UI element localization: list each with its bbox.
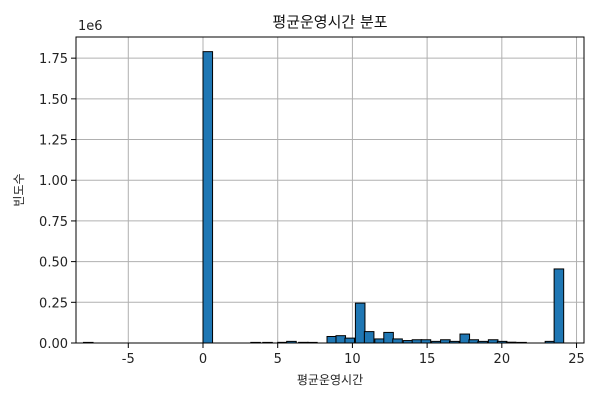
bars-group (82, 51, 565, 344)
histogram-bar (383, 331, 394, 344)
x-axis-ticks: -5 0 5 10 15 20 25 (122, 343, 585, 367)
y-tick-label: 0.75 (39, 215, 68, 230)
x-tick-label: 25 (568, 352, 585, 367)
y-axis-label: 빈도수 (12, 173, 26, 206)
histogram-bar (392, 338, 403, 344)
y-axis-ticks: 0.00 0.25 0.50 0.75 1.00 1.25 1.50 1.75 (39, 52, 76, 352)
y-tick-label: 1.75 (39, 52, 68, 67)
x-tick-label: 10 (344, 352, 361, 367)
histogram-bar (326, 335, 338, 344)
y-tick-label: 0.50 (39, 256, 68, 271)
y-tick-label: 0.25 (39, 296, 68, 311)
y-tick-label: 1.50 (39, 93, 68, 108)
y-multiplier-label: 1e6 (78, 19, 103, 34)
x-tick-label: 15 (419, 352, 436, 367)
y-tick-label: 0.00 (39, 337, 68, 352)
y-tick-label: 1.25 (39, 134, 68, 149)
grid-lines (76, 37, 584, 344)
histogram-bar (202, 51, 214, 344)
x-tick-label: 20 (494, 352, 511, 367)
y-tick-label: 1.00 (39, 174, 68, 189)
chart-title: 평균운영시간 분포 (272, 13, 387, 31)
x-tick-label: 5 (274, 352, 282, 367)
histogram-bar (335, 335, 347, 344)
histogram-bar (553, 268, 565, 344)
x-axis-label: 평균운영시간 (297, 373, 363, 387)
histogram-bar (459, 333, 471, 344)
histogram-bar (374, 338, 385, 344)
x-tick-label: -5 (122, 352, 135, 367)
histogram-bar (354, 302, 366, 344)
histogram-bar (344, 337, 356, 344)
plot-frame (75, 36, 585, 344)
histogram-bar (363, 331, 375, 344)
x-tick-label: 0 (199, 352, 207, 367)
